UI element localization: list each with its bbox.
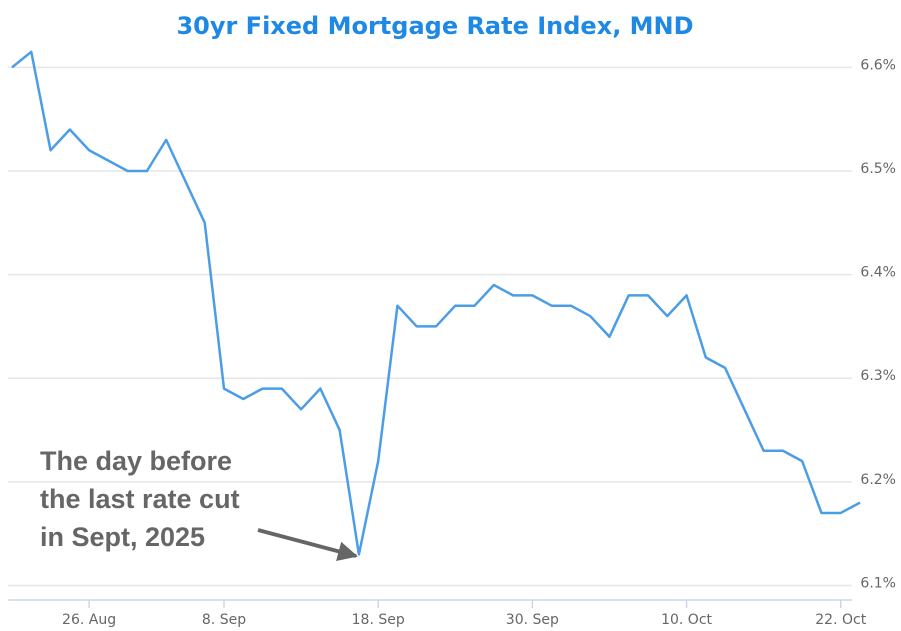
- x-tick-label: 26. Aug: [62, 612, 116, 628]
- annotation-arrow: [257, 528, 358, 562]
- y-tick-label: 6.6%: [860, 57, 896, 73]
- y-tick-label: 6.5%: [860, 161, 896, 177]
- x-tick-label: 8. Sep: [202, 612, 246, 628]
- annotation: the last rate cut: [40, 484, 240, 514]
- annotation: in Sept, 2025: [40, 522, 205, 552]
- annotation: The day before: [40, 446, 232, 476]
- y-tick-label: 6.1%: [860, 575, 896, 591]
- y-tick-label: 6.4%: [860, 265, 896, 281]
- x-tick-label: 22. Oct: [815, 612, 866, 628]
- x-tick-label: 30. Sep: [506, 612, 559, 628]
- x-tick-label: 18. Sep: [352, 612, 405, 628]
- x-tick-label: 10. Oct: [661, 612, 712, 628]
- chart-title: 30yr Fixed Mortgage Rate Index, MND: [176, 12, 693, 40]
- line-series: [11, 50, 861, 556]
- y-tick-label: 6.3%: [860, 368, 896, 384]
- y-tick-label: 6.2%: [860, 472, 896, 488]
